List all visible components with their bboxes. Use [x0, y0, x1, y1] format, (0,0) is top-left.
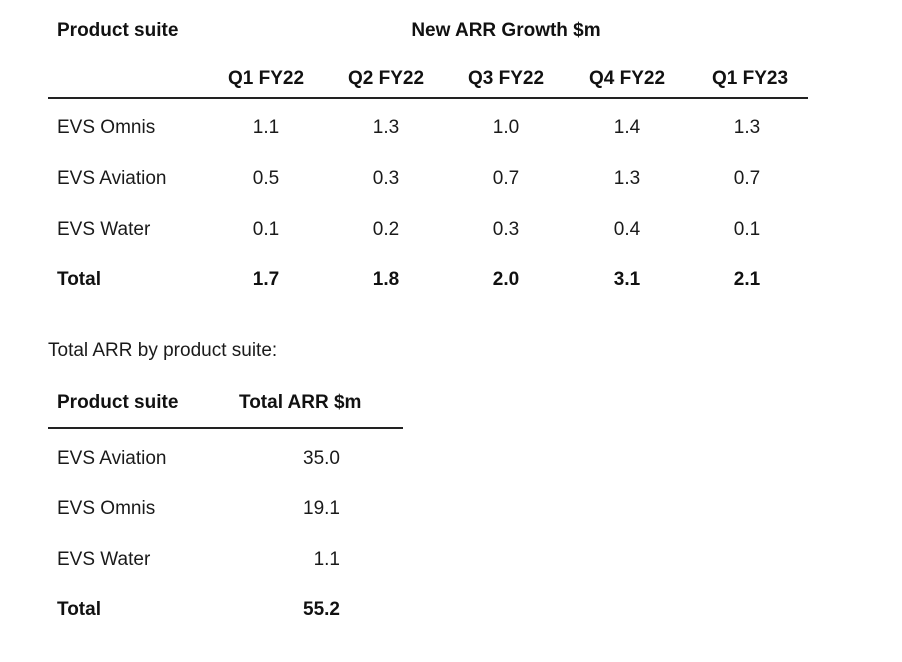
quarter-header: Q3 FY22	[467, 68, 545, 89]
total-cell: 2.0	[492, 269, 520, 290]
table-cell: 0.1	[252, 219, 280, 240]
row-label: EVS Omnis	[57, 117, 156, 138]
growth-product-suite-header: Product suite	[57, 20, 179, 41]
row-label: EVS Omnis	[57, 498, 156, 519]
table-cell: 0.5	[252, 168, 280, 189]
total-cell: 55.2	[303, 599, 340, 620]
quarter-header: Q2 FY22	[347, 68, 425, 89]
table-cell: 0.2	[372, 219, 400, 240]
table-cell: 0.7	[492, 168, 520, 189]
table-cell: 1.0	[492, 117, 520, 138]
table-cell: 1.3	[613, 168, 641, 189]
table-cell: 0.7	[733, 168, 761, 189]
table-cell: 1.1	[252, 117, 280, 138]
total-cell: 2.1	[733, 269, 761, 290]
quarter-header: Q1 FY22	[227, 68, 305, 89]
total-cell: 1.8	[372, 269, 400, 290]
total-label: Total	[57, 269, 101, 290]
total-label: Total	[57, 599, 101, 620]
row-label: EVS Water	[57, 549, 151, 570]
total-cell: 3.1	[613, 269, 641, 290]
table-cell: 0.4	[613, 219, 641, 240]
quarter-header: Q4 FY22	[588, 68, 666, 89]
arr-caption: Total ARR by product suite:	[48, 340, 278, 361]
table-cell: 1.4	[613, 117, 641, 138]
table-cell: 0.1	[733, 219, 761, 240]
table-cell: 1.3	[372, 117, 400, 138]
table-cell: 0.3	[372, 168, 400, 189]
table-cell: 1.1	[313, 549, 340, 570]
table-cell: 0.3	[492, 219, 520, 240]
row-label: EVS Aviation	[57, 168, 167, 189]
arr-value-header: Total ARR $m	[239, 392, 362, 413]
table-cell: 19.1	[303, 498, 340, 519]
row-label: EVS Aviation	[57, 448, 167, 469]
arr-product-suite-header: Product suite	[57, 392, 179, 413]
total-cell: 1.7	[252, 269, 280, 290]
growth-group-header: New ARR Growth $m	[411, 20, 601, 41]
table-cell: 1.3	[733, 117, 761, 138]
table-cell: 35.0	[303, 448, 340, 469]
arr-header-rule	[48, 427, 403, 429]
growth-header-rule	[48, 97, 808, 99]
quarter-header: Q1 FY23	[711, 68, 789, 89]
row-label: EVS Water	[57, 219, 151, 240]
